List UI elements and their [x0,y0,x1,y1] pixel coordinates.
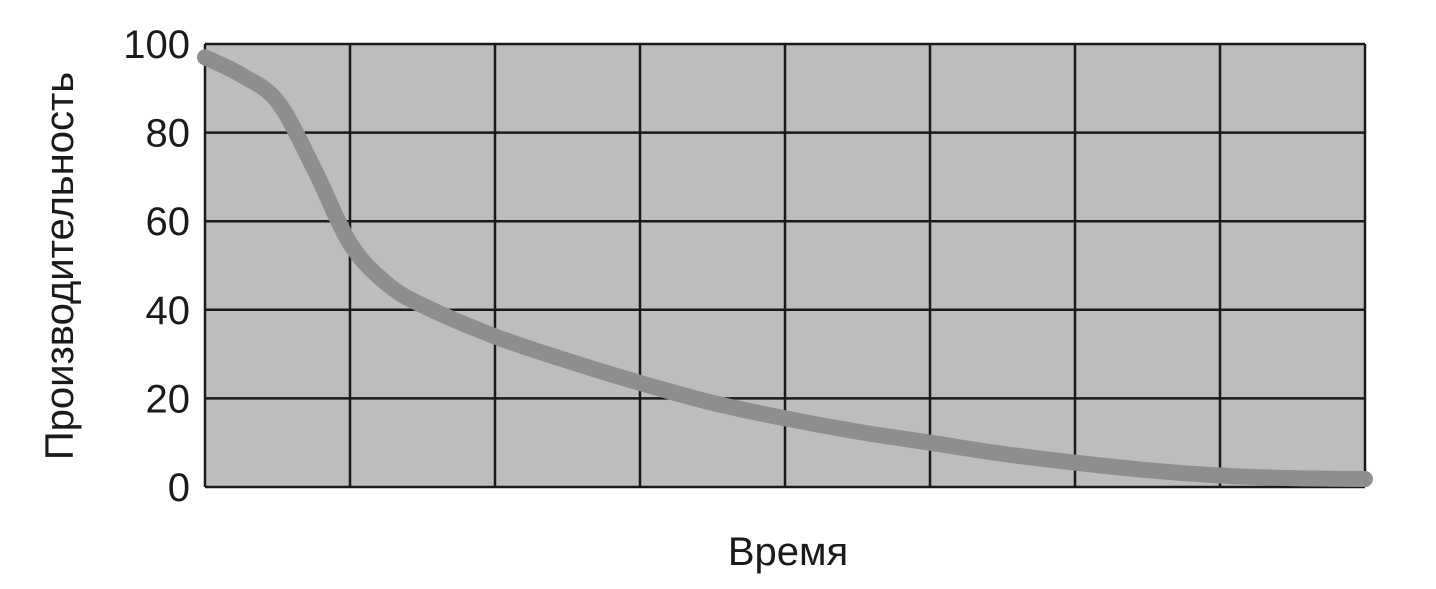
series-line [197,49,1373,488]
y-tick-label: 80 [146,112,191,156]
y-tick-label: 0 [168,466,190,510]
y-tick-label: 100 [123,23,190,67]
series-layer [197,49,1373,488]
y-tick-label: 20 [146,377,191,421]
y-tick-label: 60 [146,200,191,244]
x-axis-label: Время [728,530,848,574]
y-tick-label: 40 [146,289,191,333]
y-tick-labels: 0 20 40 60 80 100 [123,23,190,510]
y-axis-label: Производительность [38,72,82,460]
